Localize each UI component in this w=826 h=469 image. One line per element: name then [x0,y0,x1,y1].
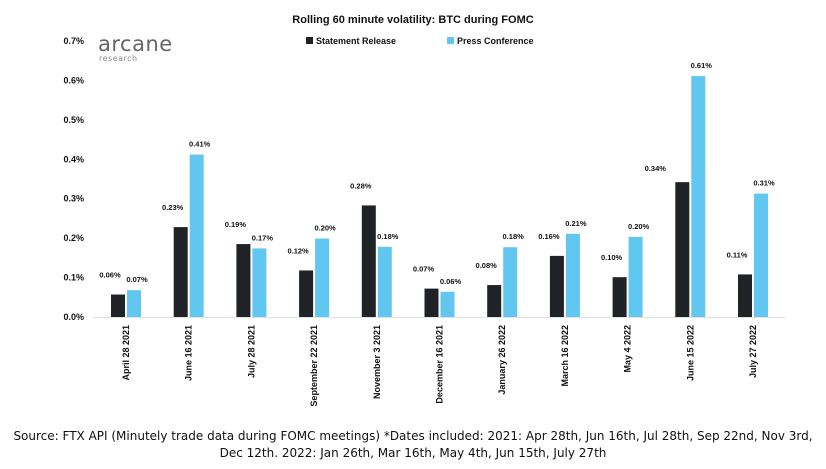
label-statement-1: 0.23% [162,203,184,212]
legend: Statement Release Press Conference [306,36,534,46]
bar-statement-1 [173,227,188,317]
label-press-8: 0.20% [628,222,650,231]
bar-statement-10 [738,274,752,317]
label-press-7: 0.21% [565,219,587,228]
y-tick-label: 0.0% [63,312,84,322]
y-axis: 0.0% 0.1% 0.2% 0.3% 0.4% 0.5% 0.6% 0.7% [63,36,84,322]
bar-press-7 [565,233,580,317]
bar-statement-6 [487,285,502,317]
label-press-2: 0.17% [252,233,274,242]
y-tick-label: 0.2% [63,233,84,243]
x-tick-label: June 16 2021 [184,325,194,381]
bar-statement-7 [549,255,564,317]
bar-press-1 [189,154,204,317]
bar-press-6 [503,247,518,317]
label-statement-7: 0.16% [538,232,560,241]
label-statement-8: 0.10% [601,253,623,262]
label-statement-5: 0.07% [413,265,435,274]
label-statement-9: 0.34% [645,164,667,173]
y-tick-label: 0.6% [63,75,84,85]
bar-press-0 [127,290,141,317]
x-tick-label: July 27 2022 [748,325,758,378]
logo-subtitle: research [99,54,138,63]
bar-statement-8 [612,277,627,317]
bar-statement-9 [675,182,690,317]
bar-statement-3 [299,270,314,317]
label-press-10: 0.31% [753,179,775,188]
x-tick-label: March 16 2022 [560,325,570,387]
label-statement-2: 0.19% [225,220,247,229]
x-tick-label: June 15 2022 [685,325,695,381]
label-statement-0: 0.06% [99,271,121,280]
label-press-5: 0.06% [440,277,462,286]
bars [111,76,768,317]
legend-label-press: Press Conference [457,36,534,46]
x-axis: April 28 2021 June 16 2021 July 28 2021 Sep… [93,317,786,407]
label-press-1: 0.41% [189,140,211,149]
y-tick-label: 0.5% [63,115,84,125]
legend-swatch-statement [306,37,313,44]
bar-statement-2 [236,244,251,317]
bar-press-9 [691,76,706,317]
chart-title: Rolling 60 minute volatility: BTC during… [292,14,533,26]
label-statement-10: 0.11% [727,250,748,259]
y-tick-label: 0.4% [63,154,84,164]
x-tick-label: September 22 2021 [309,325,319,407]
bar-statement-4 [361,205,376,317]
x-tick-label: April 28 2021 [121,325,131,381]
label-statement-3: 0.12% [287,246,309,255]
bar-press-3 [315,238,330,317]
y-tick-label: 0.7% [63,36,84,46]
legend-label-statement: Statement Release [316,36,396,46]
label-statement-6: 0.08% [476,261,498,270]
bar-press-4 [377,246,392,317]
x-tick-label: July 28 2021 [246,325,256,378]
y-tick-label: 0.1% [63,273,84,283]
x-tick-label: May 4 2022 [623,325,633,373]
label-press-6: 0.18% [503,232,525,241]
legend-swatch-press [447,37,454,44]
y-tick-label: 0.3% [63,194,84,204]
bar-statement-0 [111,294,125,317]
bar-press-2 [252,248,267,317]
bar-press-5 [440,291,455,317]
arcane-logo: arcane research [98,32,173,63]
label-press-0: 0.07% [126,275,148,284]
label-press-9: 0.61% [691,61,713,70]
bar-press-8 [628,236,643,317]
data-labels: 0.06% 0.07% 0.23% 0.41% 0.19% 0.17% 0.12% 0.20%… [99,61,775,286]
source-note: Source: FTX API (Minutely trade data dur… [13,429,813,460]
label-statement-4: 0.28% [350,181,372,190]
label-press-3: 0.20% [314,224,336,233]
label-press-4: 0.18% [377,232,399,241]
x-tick-label: December 16 2021 [435,325,445,404]
bar-statement-5 [424,288,439,317]
bar-press-10 [754,193,768,317]
x-tick-label: November 3 2021 [372,325,382,399]
logo-wordmark: arcane [98,32,173,56]
x-tick-label: January 26 2022 [497,325,507,395]
